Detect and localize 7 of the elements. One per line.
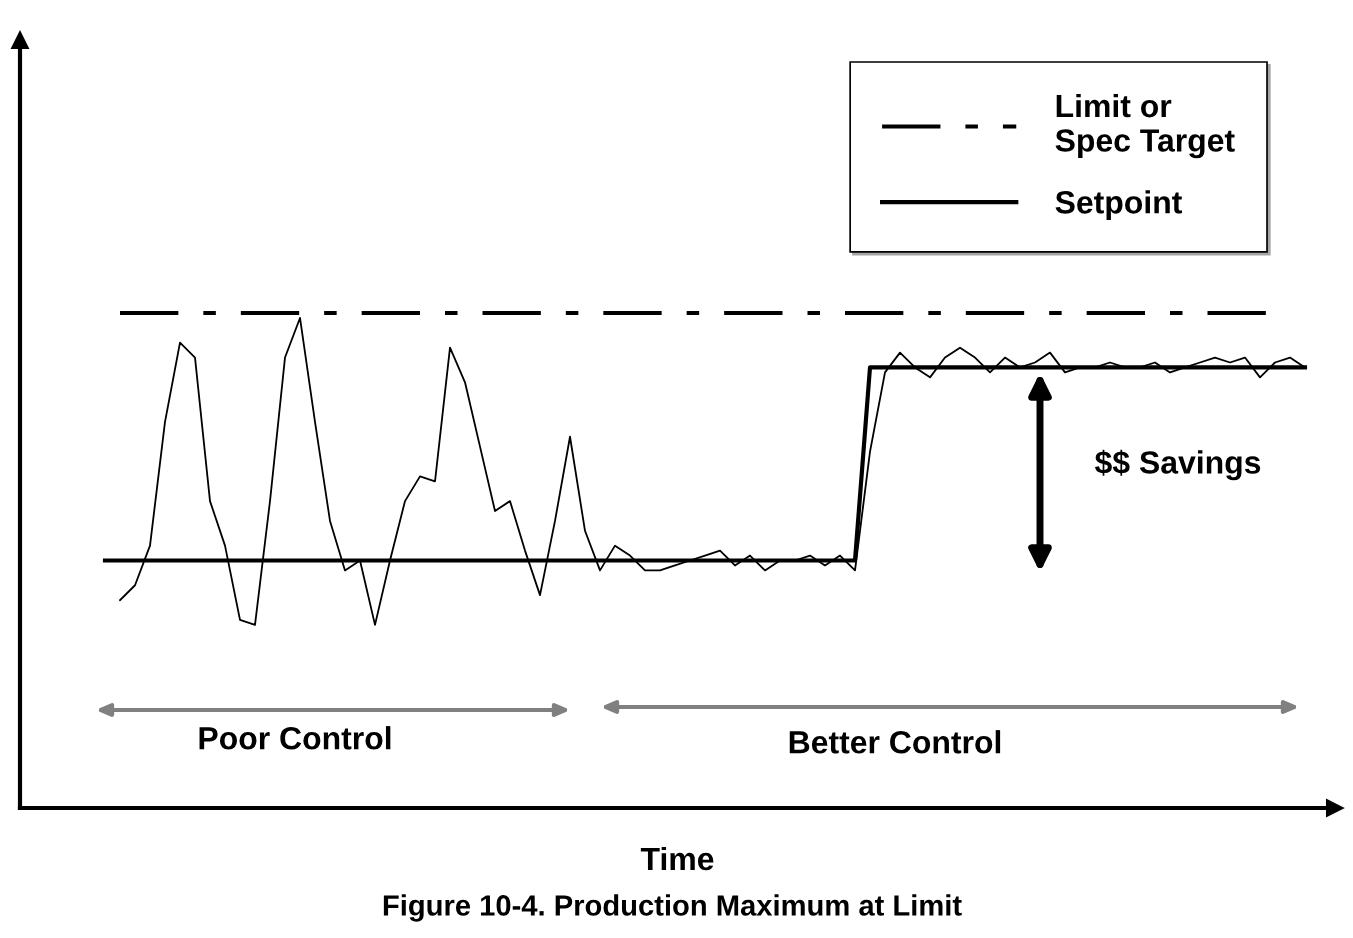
annotation: $$ Savings xyxy=(1094,449,1261,481)
annotation: Poor Control xyxy=(199,726,391,750)
text: Figure 10-4. Production Maximum at Limit xyxy=(383,894,962,922)
annotation: Better Control xyxy=(789,730,1001,754)
legend-label: Limit or Spec Target xyxy=(1055,93,1235,159)
legend-label: Setpoint xyxy=(1055,190,1182,220)
x-axis-title: Time xyxy=(640,846,714,871)
